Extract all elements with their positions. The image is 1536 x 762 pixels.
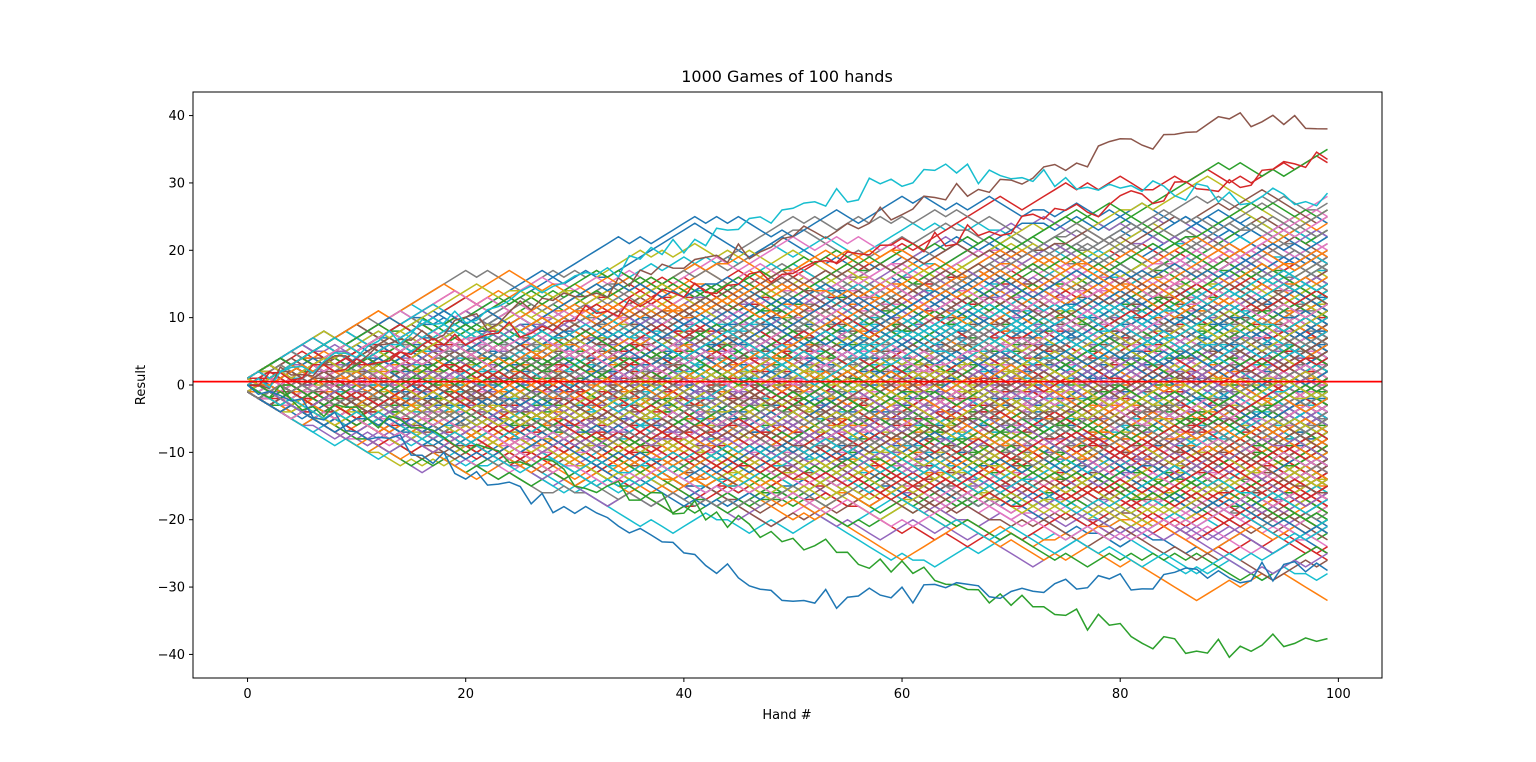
extreme-game-line [247,111,1328,390]
x-tick-label: 80 [1112,687,1129,702]
y-tick-label: −40 [158,648,185,663]
y-tick-label: 10 [168,311,185,326]
x-axis-label: Hand # [762,708,811,723]
y-tick-label: 0 [177,379,185,394]
game-series-line [247,363,1328,474]
game-series-line [247,370,1328,494]
y-tick-label: 40 [168,109,185,124]
y-tick-label: −30 [158,581,185,596]
x-axis: 0 20 40 60 80 100 [243,678,1351,702]
extreme-game-line [247,384,1328,610]
game-series-line [247,377,1328,541]
game-series-line [247,384,1328,514]
y-tick-label: −10 [158,446,185,461]
game-series-line [247,364,1328,433]
game-series-line [247,377,1328,467]
game-series-line [247,363,1328,420]
x-tick-label: 0 [243,687,251,702]
x-tick-label: 100 [1326,687,1351,702]
x-tick-label: 40 [676,687,693,702]
extreme-game-line [247,384,1328,659]
x-tick-label: 60 [894,687,911,702]
y-axis: −40 −30 −20 −10 0 10 20 30 40 [158,109,193,663]
series-lines [247,111,1329,659]
y-axis-label: Result [134,365,149,405]
y-tick-label: 30 [168,176,185,191]
extreme-game-line [247,151,1328,387]
y-tick-label: −20 [158,513,185,528]
y-tick-label: 20 [168,244,185,259]
chart-title: 1000 Games of 100 hands [681,67,893,86]
extreme-game-line [247,163,1329,389]
x-tick-label: 20 [457,687,474,702]
plot-area [192,91,1383,679]
